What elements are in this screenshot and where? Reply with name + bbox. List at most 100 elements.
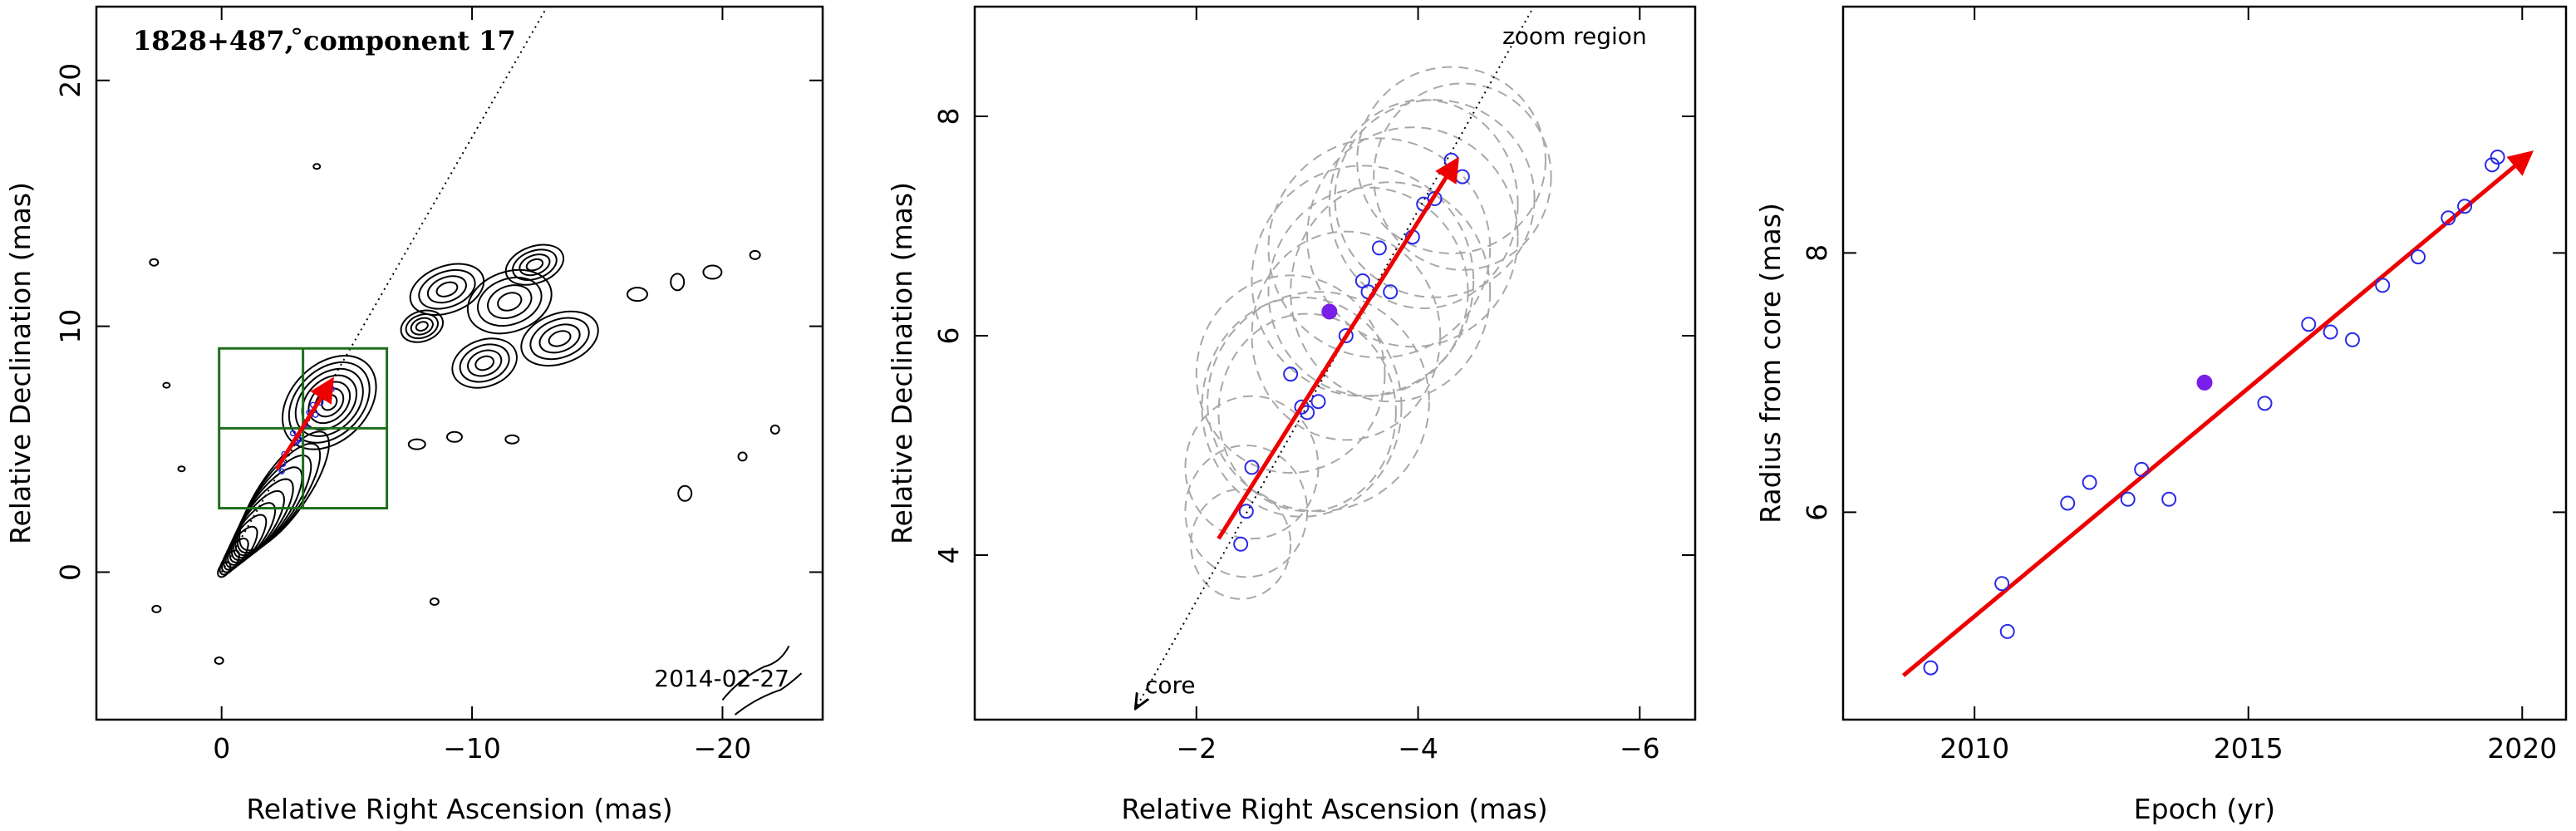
radius-point: [2490, 149, 2505, 165]
contour-island: [214, 656, 224, 665]
radius-point: [1994, 576, 2010, 592]
trajectory-arrow: [1217, 156, 1459, 540]
core-contour: [217, 561, 232, 578]
beam-ellipses: [1184, 66, 1552, 600]
axis-ticks-2: −2 −4 −6 4 6 8: [932, 7, 1695, 765]
panel-contour-map: 0 −10 −20 0 10 20 1828+487, component 17 2014…: [4, 5, 824, 825]
radius-point: [2344, 332, 2360, 347]
extended-emission-contour: [512, 248, 558, 281]
beam-ellipse: [1251, 165, 1475, 397]
component-point: [1454, 169, 1470, 184]
extended-emission-contour: [410, 317, 434, 336]
x-axis-title-3: Epoch (yr): [2134, 793, 2275, 825]
radius-point: [2485, 157, 2500, 173]
extended-emission-contour: [415, 321, 429, 332]
y-axis-title-3: Radius from core (mas): [1754, 203, 1787, 524]
plot-frame-2: [973, 5, 1697, 721]
x-tick-label-2: −2: [1176, 732, 1217, 765]
zoom-region-label: zoom region: [1502, 22, 1647, 50]
radius-point: [2411, 249, 2426, 265]
axis-ticks-3: 2010 2015 2020 6 8: [1801, 7, 2566, 765]
component-point-mini: [278, 468, 285, 475]
component-point: [1300, 405, 1315, 420]
radius-point: [2082, 475, 2097, 490]
y-tick-label-3: 8: [1801, 244, 1833, 262]
core-contour: [233, 466, 303, 559]
y-axis-title-1: Relative Declination (mas): [4, 182, 37, 544]
y-tick-label-1: 0: [54, 563, 86, 581]
beam-ellipse: [1356, 66, 1546, 254]
beam-ellipse: [1184, 395, 1320, 540]
extended-emission-contour: [418, 268, 476, 310]
component-point: [1338, 328, 1354, 343]
component-point: [1238, 504, 1254, 519]
extended-emission-contour: [497, 292, 523, 312]
edge-contour: [734, 672, 803, 715]
y-tick-label-1: 10: [54, 309, 86, 344]
extended-emission-contour: [474, 355, 494, 371]
extended-emission-contour: [487, 284, 533, 319]
contour-island: [429, 597, 440, 606]
x-tick-label-1: −20: [694, 732, 752, 765]
core-contour: [221, 538, 249, 573]
contour-island: [702, 264, 723, 280]
component-point: [1310, 394, 1326, 410]
contour-island: [769, 424, 780, 435]
x-tick-label-3: 2010: [1939, 732, 2009, 765]
core-contour: [224, 514, 268, 568]
beam-ellipse: [1201, 296, 1403, 518]
y-tick-label-2: 4: [932, 547, 965, 564]
jet-axis-line: [220, 7, 548, 573]
extended-emission-contour: [451, 337, 518, 389]
x-tick-label-3: 2015: [2214, 732, 2283, 765]
extended-emission-contour: [409, 263, 485, 316]
contour-island: [293, 27, 302, 35]
beam-ellipse: [1207, 291, 1430, 513]
component-point: [1383, 284, 1399, 300]
core-contour: [229, 489, 285, 563]
radius-point: [2323, 324, 2338, 340]
radius-point: [2441, 210, 2456, 226]
zoom-overlay: [1135, 7, 1535, 709]
radius-point: [1923, 660, 1939, 676]
contour-island: [670, 273, 686, 292]
contour-island: [151, 604, 162, 613]
core-contour: [230, 478, 294, 561]
extended-emission-contour: [504, 243, 565, 286]
contour-island: [626, 287, 648, 302]
y-axis-title-2: Relative Declination (mas): [886, 182, 918, 544]
beam-ellipse: [1290, 181, 1492, 403]
component-point-mini: [312, 411, 319, 418]
highlight-point: [2196, 374, 2213, 391]
contour-island: [677, 484, 693, 502]
core-contour: [236, 442, 322, 554]
extended-emission-contour: [525, 258, 544, 272]
y-tick-label-1: 20: [54, 63, 86, 98]
component-point: [1294, 399, 1310, 415]
beam-ellipse: [1267, 137, 1492, 359]
y-tick-label-3: 6: [1801, 504, 1833, 521]
beam-ellipse: [1251, 230, 1442, 441]
extended-emission-contour: [405, 313, 439, 340]
component-point: [1244, 460, 1260, 475]
beam-ellipse: [1306, 126, 1519, 348]
beam-ellipse: [1373, 82, 1552, 271]
x-axis-title-1: Relative Right Ascension (mas): [246, 793, 672, 825]
extended-emission-contour: [466, 349, 503, 377]
radius-point: [2457, 199, 2473, 214]
extended-emission-contour: [435, 281, 459, 297]
contour-island: [162, 381, 171, 389]
contour-island: [737, 451, 748, 462]
extended-emission-contour: [459, 343, 510, 383]
contour-island: [312, 163, 322, 170]
component-point: [1233, 536, 1249, 552]
x-tick-label-1: −10: [443, 732, 501, 765]
radius-point: [2120, 491, 2136, 507]
edge-contour: [721, 645, 790, 701]
beam-ellipse: [1334, 99, 1536, 298]
extended-emission-contour: [529, 317, 590, 361]
extended-emission-contour: [476, 276, 543, 327]
core-label: core: [1145, 671, 1196, 699]
contour-map: [149, 7, 803, 715]
radius-point: [2134, 461, 2150, 477]
